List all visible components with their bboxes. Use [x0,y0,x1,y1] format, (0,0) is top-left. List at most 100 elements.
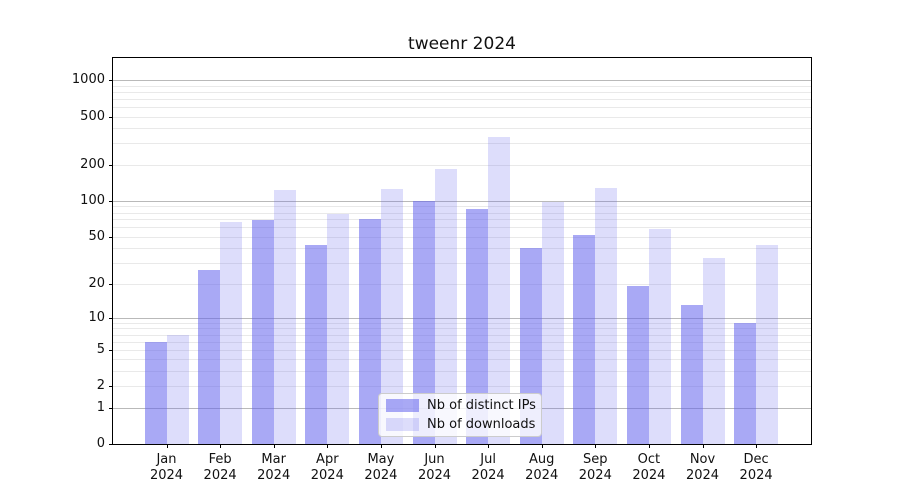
year-label: 2024 [739,468,773,483]
legend-row: Nb of distinct IPs [386,398,536,413]
legend-swatch [386,418,419,431]
month-label: Sep [583,452,608,467]
bar-may-ips [358,218,381,444]
bar-apr-downloads [327,213,350,444]
bar-jul-ips [466,208,489,444]
bar-apr-ips [305,244,328,444]
x-tick-mark [220,444,222,448]
minor-gridline [113,359,811,361]
year-label: 2024 [203,468,237,483]
y-tick-mark [109,386,113,388]
minor-gridline [113,386,811,388]
y-tick-mark [109,317,113,319]
y-tick-label: 1 [96,399,105,415]
bar-mar-ips [251,220,274,444]
minor-gridline [113,164,811,166]
minor-gridline [113,349,811,351]
minor-gridline [113,328,811,330]
x-tick-mark [327,444,329,448]
legend-swatch [386,399,419,412]
minor-gridline [113,98,811,100]
x-tick-label-oct: Oct 2024 [617,452,681,484]
month-label: Feb [208,452,232,467]
minor-gridline [113,248,811,250]
bar-jan-ips [144,341,167,444]
year-label: 2024 [257,468,291,483]
minor-gridline [113,283,811,285]
x-tick-label-jan: Jan 2024 [135,452,199,484]
x-tick-label-jul: Jul 2024 [456,452,520,484]
month-label: May [367,452,395,467]
minor-gridline [113,116,811,118]
x-tick-label-dec: Dec 2024 [724,452,788,484]
minor-gridline [113,341,811,343]
month-label: Dec [743,452,769,467]
x-tick-mark [756,444,758,448]
month-label: Aug [528,452,555,467]
month-label: Oct [637,452,661,467]
minor-gridline [113,371,811,372]
x-tick-label-jun: Jun 2024 [403,452,467,484]
y-tick-label: 5 [96,341,105,357]
bar-oct-downloads [648,229,671,444]
minor-gridline [113,143,811,145]
x-tick-label-aug: Aug 2024 [510,452,574,484]
year-label: 2024 [149,468,184,483]
year-label: 2024 [310,468,344,483]
year-label: 2024 [632,468,666,483]
x-tick-mark [380,444,382,448]
year-label: 2024 [578,468,612,483]
y-tick-mark [109,164,113,166]
x-tick-mark [434,444,436,448]
x-tick-label-sep: Sep 2024 [563,452,627,484]
bar-sep-downloads [595,188,618,444]
y-tick-label: 100 [80,192,105,208]
y-tick-mark [109,80,113,81]
major-gridline [113,80,811,81]
y-tick-mark [109,444,113,445]
legend-label: Nb of downloads [427,417,536,432]
minor-gridline [113,227,811,229]
bar-aug-downloads [541,201,564,444]
bar-dec-ips [734,322,757,444]
x-tick-label-nov: Nov 2024 [671,452,735,484]
y-tick-mark [109,349,113,351]
year-label: 2024 [417,468,452,483]
bar-jun-downloads [434,169,457,444]
major-gridline [113,317,811,319]
y-tick-label: 500 [80,108,105,124]
minor-gridline [113,263,811,265]
minor-gridline [113,91,811,93]
x-tick-mark [488,444,490,448]
bar-feb-downloads [220,221,243,444]
bar-nov-downloads [702,258,725,444]
x-tick-mark [541,444,543,448]
minor-gridline [113,219,811,221]
bar-oct-ips [626,286,649,444]
year-label: 2024 [364,468,398,483]
bar-jul-downloads [488,136,511,444]
x-tick-mark [702,444,704,448]
y-tick-label: 10 [88,309,105,325]
y-tick-label: 0 [96,436,105,451]
legend-label: Nb of distinct IPs [427,398,536,413]
month-label: Jun [424,452,445,467]
y-tick-mark [109,200,113,202]
month-label: Nov [689,452,716,467]
month-label: Apr [316,452,339,467]
legend-row: Nb of downloads [386,417,536,432]
x-tick-mark [595,444,597,448]
y-tick-label: 20 [88,275,105,291]
bar-may-downloads [380,188,403,444]
minor-gridline [113,212,811,214]
x-tick-mark [273,444,275,448]
minor-gridline [113,106,811,108]
y-tick-label: 50 [88,228,105,244]
month-label: Mar [261,452,286,467]
plot-area [112,57,812,445]
y-tick-mark [109,283,113,285]
minor-gridline [113,206,811,208]
bar-dec-downloads [756,244,779,444]
legend: Nb of distinct IPs Nb of downloads [378,393,542,437]
